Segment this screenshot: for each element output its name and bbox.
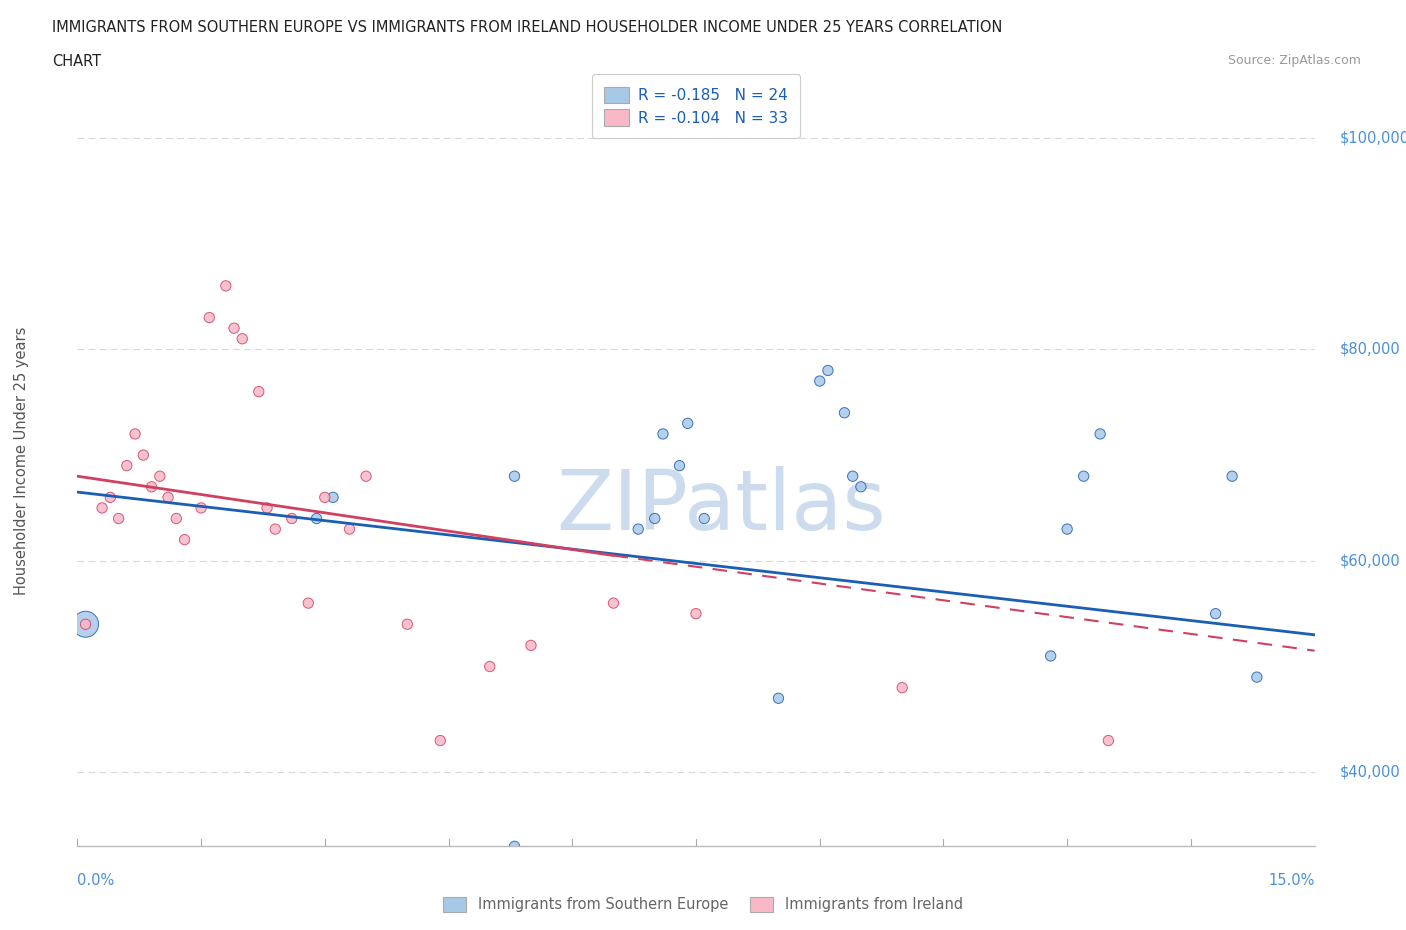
Point (256, 500, 278, 515)
Point (817, 363, 839, 378)
Point (1220, 469, 1243, 484)
Point (115, 458, 138, 473)
Point (478, 659, 501, 674)
Text: 0.0%: 0.0% (77, 872, 114, 888)
Point (297, 595, 319, 610)
Point (281, 512, 304, 526)
Point (165, 512, 187, 526)
Text: 15.0%: 15.0% (1268, 872, 1315, 888)
Legend: Immigrants from Southern Europe, Immigrants from Ireland: Immigrants from Southern Europe, Immigra… (437, 891, 969, 918)
Point (222, 321, 245, 336)
Point (149, 469, 172, 484)
Point (75, 617, 97, 631)
Text: Householder Income Under 25 years: Householder Income Under 25 years (14, 326, 30, 594)
Point (1073, 469, 1095, 484)
Point (668, 458, 690, 473)
Point (808, 374, 831, 389)
Point (314, 490, 336, 505)
Point (503, 839, 526, 854)
Point (1097, 733, 1119, 748)
Point (503, 469, 526, 484)
Point (247, 384, 270, 399)
Point (107, 512, 129, 526)
Point (768, 691, 790, 706)
Text: $100,000: $100,000 (1340, 130, 1406, 145)
Point (891, 680, 914, 695)
Point (644, 512, 666, 526)
Point (339, 522, 361, 537)
Point (652, 427, 675, 442)
Point (849, 479, 872, 494)
Point (693, 512, 716, 526)
Point (676, 416, 699, 431)
Point (1088, 427, 1111, 442)
Point (173, 532, 195, 547)
Text: Source: ZipAtlas.com: Source: ZipAtlas.com (1227, 54, 1361, 67)
Text: IMMIGRANTS FROM SOUTHERN EUROPE VS IMMIGRANTS FROM IRELAND HOUSEHOLDER INCOME UN: IMMIGRANTS FROM SOUTHERN EUROPE VS IMMIG… (52, 20, 1002, 35)
Point (215, 278, 238, 293)
Point (1205, 606, 1227, 621)
Point (198, 311, 221, 325)
Point (520, 638, 543, 653)
Point (91, 500, 114, 515)
Text: CHART: CHART (52, 54, 101, 69)
Point (1246, 670, 1268, 684)
Point (190, 500, 212, 515)
Point (841, 469, 863, 484)
Point (75, 617, 97, 631)
Point (322, 490, 344, 505)
Point (396, 617, 419, 631)
Point (685, 606, 707, 621)
Text: $40,000: $40,000 (1340, 764, 1400, 779)
Point (602, 595, 624, 610)
Point (98, 490, 121, 505)
Point (1039, 648, 1062, 663)
Point (124, 427, 146, 442)
Point (834, 405, 856, 420)
Text: ZIPatlas: ZIPatlas (555, 466, 886, 547)
Point (231, 331, 253, 346)
Text: $80,000: $80,000 (1340, 342, 1400, 357)
Point (354, 469, 377, 484)
Point (1056, 522, 1078, 537)
Legend: R = -0.185   N = 24, R = -0.104   N = 33: R = -0.185 N = 24, R = -0.104 N = 33 (592, 74, 800, 139)
Point (132, 447, 155, 462)
Point (264, 522, 287, 537)
Point (305, 512, 328, 526)
Point (627, 522, 650, 537)
Point (141, 479, 163, 494)
Text: $60,000: $60,000 (1340, 553, 1400, 568)
Point (429, 733, 451, 748)
Point (157, 490, 180, 505)
